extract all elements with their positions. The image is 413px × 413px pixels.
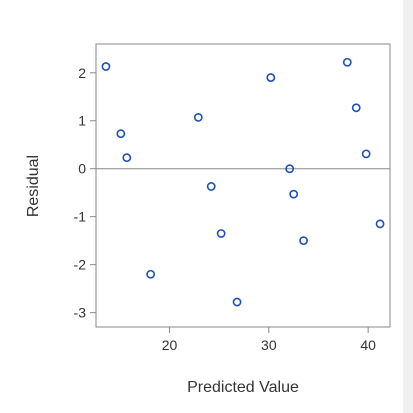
data-point <box>122 153 132 163</box>
y-tick-label: -2 <box>74 257 87 273</box>
data-point <box>193 112 203 122</box>
data-point <box>206 182 216 191</box>
y-tick-label: -1 <box>74 209 87 225</box>
y-tick-label: 2 <box>78 65 86 81</box>
x-tick-label: 30 <box>261 337 277 353</box>
data-point <box>342 57 352 67</box>
data-point <box>232 297 242 307</box>
data-point <box>116 129 126 139</box>
data-point <box>146 269 156 279</box>
data-point <box>266 73 276 82</box>
data-point <box>361 149 371 159</box>
scatter-plot: 20 30 40 -3 -2 -1 0 1 2 Predicted Value Residua… <box>25 43 391 396</box>
data-point <box>101 62 111 71</box>
x-tick-label: 40 <box>360 337 376 353</box>
y-tick-label: 1 <box>78 113 86 129</box>
data-point <box>285 164 295 174</box>
y-axis-title: Residual <box>25 155 42 217</box>
y-tick-label: -3 <box>74 305 87 321</box>
x-tick-label: 20 <box>162 337 178 353</box>
data-point <box>289 189 299 199</box>
chart-container: 20 30 40 -3 -2 -1 0 1 2 Predicted Value Residua… <box>0 0 403 413</box>
y-tick-label: 0 <box>78 161 86 177</box>
data-point <box>216 229 226 238</box>
data-point <box>299 236 308 246</box>
plot-area <box>95 43 391 328</box>
x-axis-title: Predicted Value <box>187 379 299 396</box>
data-point <box>375 219 385 229</box>
data-point <box>351 103 361 113</box>
